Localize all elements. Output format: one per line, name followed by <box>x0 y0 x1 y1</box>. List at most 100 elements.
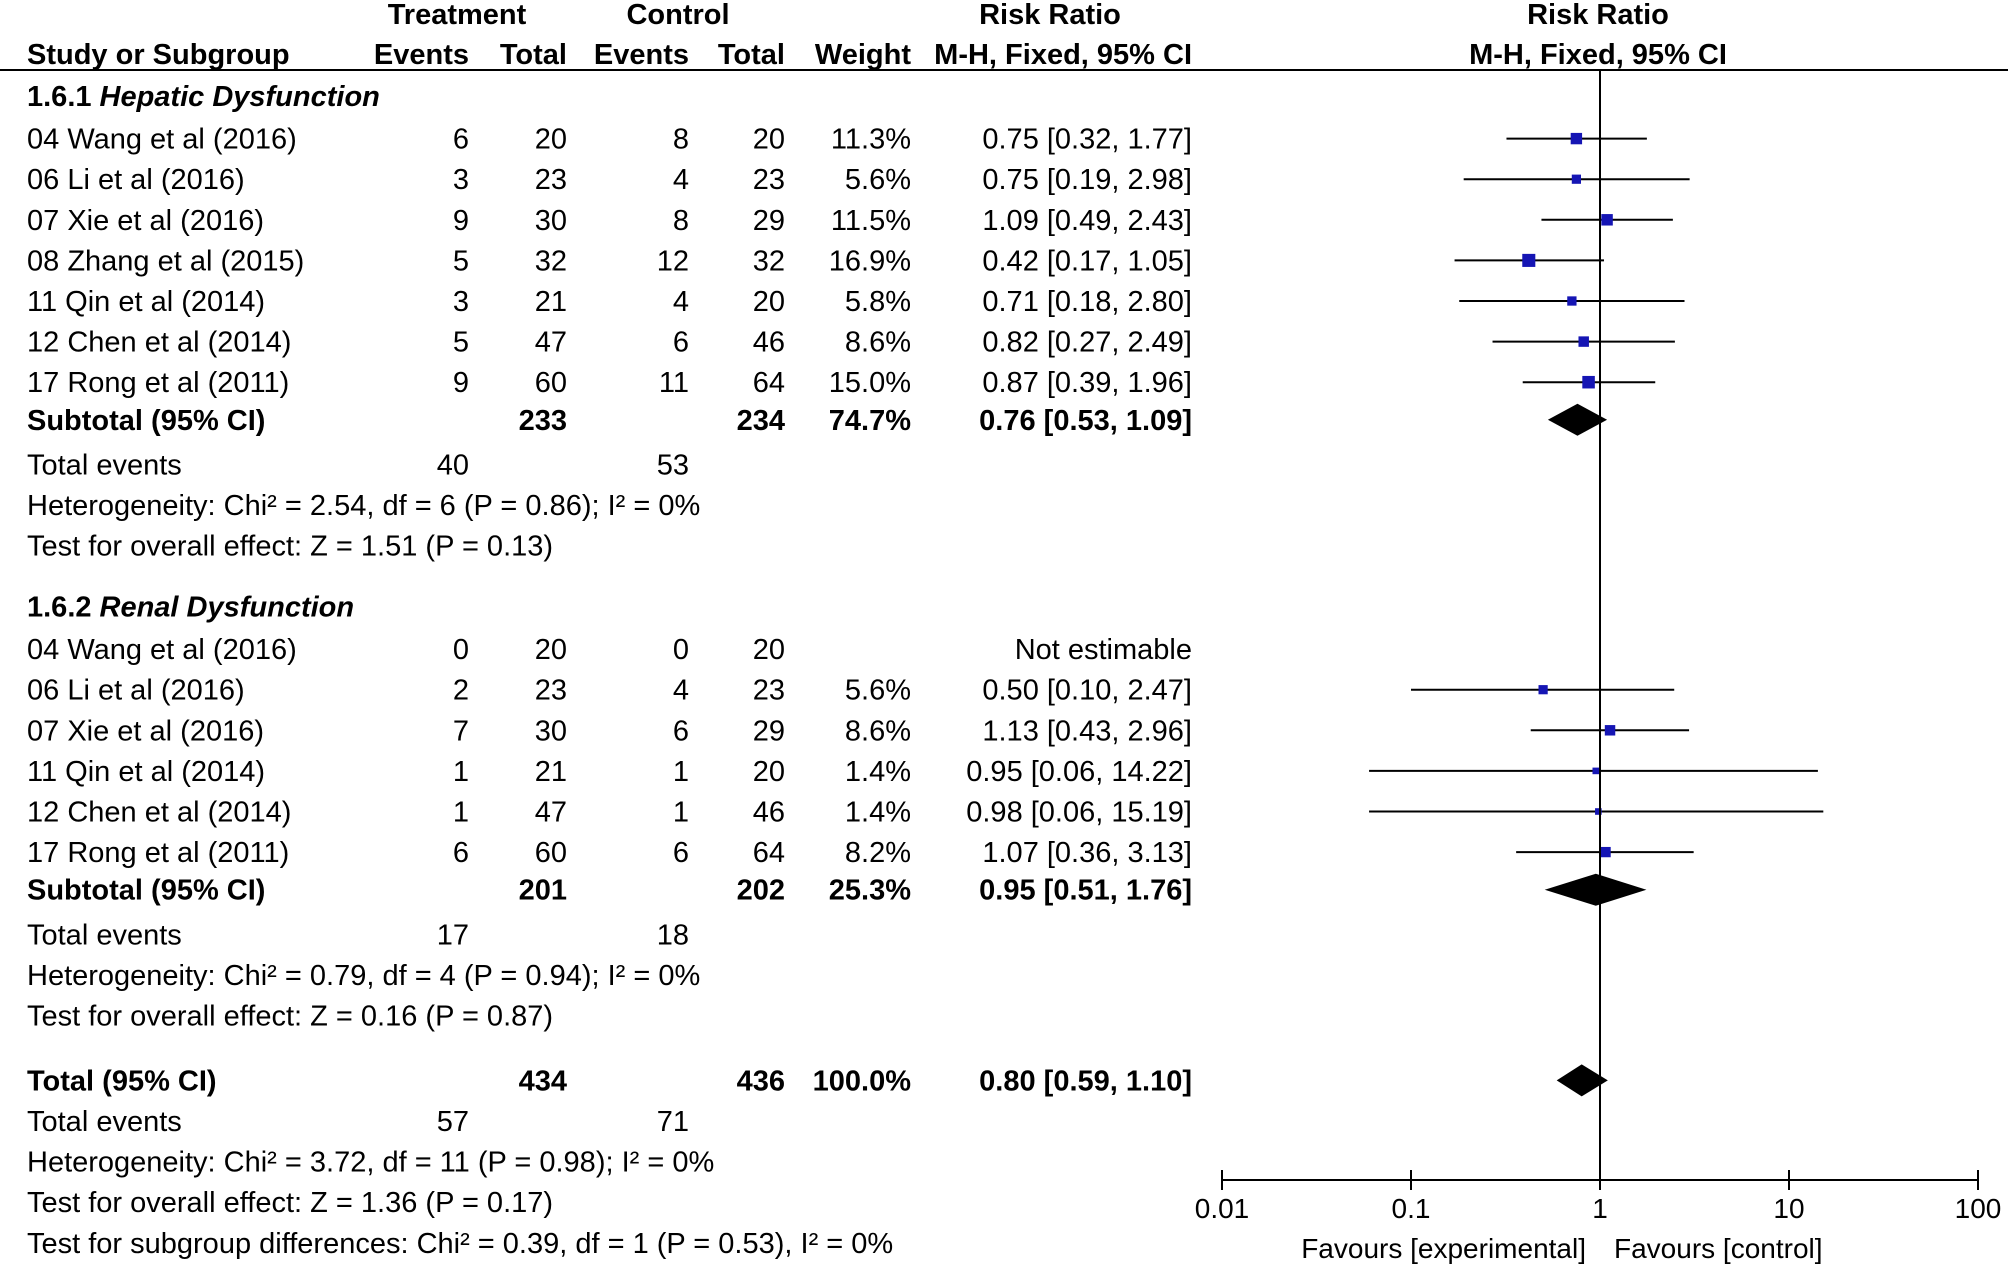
subgroup-number: 1.6.2 <box>27 592 92 624</box>
heterogeneity: Heterogeneity: Chi² = 2.54, df = 6 (P = … <box>27 490 700 522</box>
control-events: 8 <box>673 124 689 156</box>
study-name: 12 Chen et al (2014) <box>27 797 291 829</box>
x-tick-label: 0.01 <box>1195 1193 1250 1224</box>
risk-ratio-ci: 1.07 [0.36, 3.13] <box>982 837 1192 869</box>
total-ci: 0.80 [0.59, 1.10] <box>979 1065 1192 1097</box>
control-total: 20 <box>753 286 785 318</box>
treatment-events: 7 <box>453 715 469 747</box>
treatment-events: 5 <box>453 245 469 277</box>
weight-value: 5.6% <box>845 164 911 196</box>
weight-value: 8.2% <box>845 837 911 869</box>
weight-value: 1.4% <box>845 756 911 788</box>
study-name: 04 Wang et al (2016) <box>27 124 297 156</box>
control-events: 4 <box>673 286 689 318</box>
overall-effect: Test for overall effect: Z = 1.51 (P = 0… <box>27 531 553 563</box>
subgroup-differences: Test for subgroup differences: Chi² = 0.… <box>27 1228 893 1260</box>
total-events-control: 53 <box>657 449 689 481</box>
weight-value: 11.3% <box>831 124 911 156</box>
study-name: 12 Chen et al (2014) <box>27 327 291 359</box>
control-total: 23 <box>753 675 785 707</box>
subtotal-treatment-total: 233 <box>519 405 567 437</box>
header-events-control: Events <box>594 39 689 71</box>
effect-marker <box>1592 767 1600 775</box>
header-total-control: Total <box>718 39 785 71</box>
control-events: 1 <box>673 797 689 829</box>
weight-value: 11.5% <box>831 205 911 237</box>
heterogeneity: Heterogeneity: Chi² = 0.79, df = 4 (P = … <box>27 960 700 992</box>
treatment-events: 0 <box>453 634 469 666</box>
total-heterogeneity: Heterogeneity: Chi² = 3.72, df = 11 (P =… <box>27 1147 714 1179</box>
total-events-treatment: 17 <box>437 919 469 951</box>
control-total: 46 <box>753 797 785 829</box>
weight-value: 15.0% <box>829 367 911 399</box>
favours-left: Favours [experimental] <box>1301 1233 1586 1264</box>
treatment-events: 5 <box>453 327 469 359</box>
subgroup-heading: 1.6.1 Hepatic Dysfunction <box>27 81 380 113</box>
pooled-diamond <box>1547 403 1608 436</box>
control-total: 29 <box>753 715 785 747</box>
control-total: 20 <box>753 634 785 666</box>
header-control: Control <box>626 0 729 31</box>
weight-value: 8.6% <box>845 715 911 747</box>
study-name: 17 Rong et al (2011) <box>27 367 289 399</box>
effect-marker <box>1595 808 1602 815</box>
effect-marker <box>1582 375 1595 389</box>
control-events: 8 <box>673 205 689 237</box>
treatment-events: 2 <box>453 675 469 707</box>
effect-marker <box>1538 685 1548 695</box>
control-events: 6 <box>673 327 689 359</box>
header-study: Study or Subgroup <box>27 39 290 71</box>
effect-marker <box>1600 846 1611 858</box>
control-total: 20 <box>753 124 785 156</box>
study-name: 17 Rong et al (2011) <box>27 837 289 869</box>
subtotal-weight: 74.7% <box>829 405 911 437</box>
treatment-total: 23 <box>535 675 567 707</box>
pooled-diamond <box>1556 1064 1608 1097</box>
control-events: 12 <box>657 245 689 277</box>
header-method: M-H, Fixed, 95% CI <box>934 39 1192 71</box>
pooled-diamond <box>1544 873 1647 906</box>
control-total: 29 <box>753 205 785 237</box>
total-control-total: 436 <box>737 1065 785 1097</box>
risk-ratio-ci: 0.87 [0.39, 1.96] <box>982 367 1192 399</box>
treatment-events: 1 <box>453 797 469 829</box>
study-name: 06 Li et al (2016) <box>27 164 245 196</box>
total-label: Total (95% CI) <box>27 1065 217 1097</box>
effect-marker <box>1571 174 1581 184</box>
risk-ratio-ci: 0.42 [0.17, 1.05] <box>982 245 1192 277</box>
study-name: 06 Li et al (2016) <box>27 675 245 707</box>
header-events: Events <box>374 39 469 71</box>
subtotal-control-total: 202 <box>737 875 785 907</box>
control-total: 46 <box>753 327 785 359</box>
subtotal-label: Subtotal (95% CI) <box>27 875 265 907</box>
treatment-events: 6 <box>453 837 469 869</box>
treatment-events: 3 <box>453 164 469 196</box>
treatment-events: 3 <box>453 286 469 318</box>
subgroup-name: Renal Dysfunction <box>100 592 355 624</box>
total-overall-effect: Test for overall effect: Z = 1.36 (P = 0… <box>27 1187 553 1219</box>
favours-right: Favours [control] <box>1614 1233 1823 1264</box>
treatment-total: 30 <box>535 205 567 237</box>
control-total: 64 <box>753 367 785 399</box>
total-events-control: 18 <box>657 919 689 951</box>
total-events-label: Total events <box>27 449 182 481</box>
control-total: 32 <box>753 245 785 277</box>
treatment-total: 23 <box>535 164 567 196</box>
control-events: 0 <box>673 634 689 666</box>
total-events-treatment: 40 <box>437 449 469 481</box>
control-events: 6 <box>673 837 689 869</box>
control-total: 20 <box>753 756 785 788</box>
header-weight: Weight <box>815 39 911 71</box>
treatment-total: 47 <box>535 327 567 359</box>
treatment-total: 21 <box>535 286 567 318</box>
total-weight: 100.0% <box>813 1065 912 1097</box>
weight-value: 8.6% <box>845 327 911 359</box>
risk-ratio-ci: 1.13 [0.43, 2.96] <box>982 715 1192 747</box>
risk-ratio-ci: Not estimable <box>1015 634 1192 666</box>
treatment-events: 1 <box>453 756 469 788</box>
treatment-total: 32 <box>535 245 567 277</box>
total-events-treatment: 57 <box>437 1106 469 1138</box>
study-name: 11 Qin et al (2014) <box>27 756 265 788</box>
subgroup-heading: 1.6.2 Renal Dysfunction <box>27 592 354 624</box>
